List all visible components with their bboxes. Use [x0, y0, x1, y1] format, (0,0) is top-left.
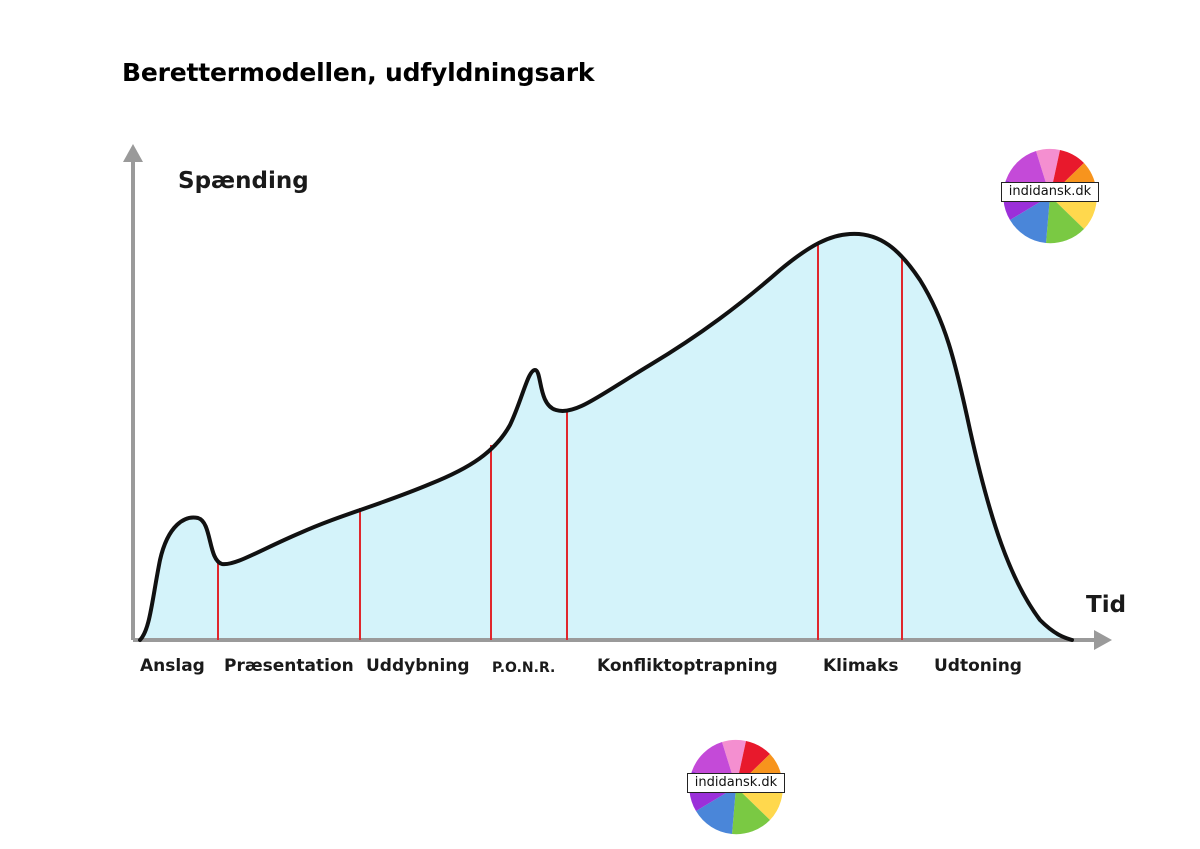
logo-bottom-text: indidansk.dk — [687, 773, 785, 793]
logo-top-text: indidansk.dk — [1001, 182, 1099, 202]
phase-label-anslag: Anslag — [140, 656, 205, 676]
phase-label-konfliktoptrapning: Konfliktoptrapning — [597, 656, 778, 676]
phase-label-ponr: P.O.N.R. — [492, 660, 556, 676]
x-axis-label: Tid — [1086, 592, 1127, 618]
tension-area — [140, 233, 1072, 640]
phase-dividers — [217, 242, 903, 640]
y-axis-arrow — [123, 144, 143, 162]
page-title: Berettermodellen, udfyldningsark — [122, 58, 595, 87]
phase-label-klimaks: Klimaks — [823, 656, 899, 676]
x-axis-arrow — [1094, 630, 1112, 650]
logo-top: indidansk.dk — [995, 146, 1105, 246]
tension-curve — [138, 231, 1074, 642]
y-axis-label: Spænding — [178, 168, 309, 194]
phase-label-udtoning: Udtoning — [934, 656, 1022, 676]
logo-bottom: indidansk.dk — [681, 737, 791, 837]
phase-label-praesentation: Præsentation — [224, 656, 354, 676]
phase-label-uddybning: Uddybning — [366, 656, 470, 676]
